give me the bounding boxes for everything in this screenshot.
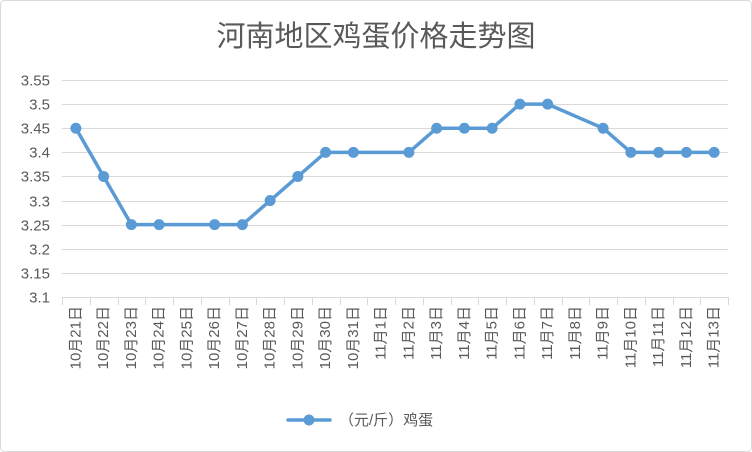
data-point: [403, 146, 415, 158]
gridlines: [62, 80, 728, 298]
legend: （元/斤）鸡蛋: [286, 412, 433, 429]
y-tick-label: 3.45: [21, 121, 50, 138]
x-tick-label: 11月5日: [484, 306, 501, 360]
x-tick-label: 11月8日: [567, 306, 584, 360]
y-tick-label: 3.55: [21, 73, 50, 90]
x-tick-label: 10月30日: [317, 306, 334, 369]
x-tick-label: 11月12日: [678, 306, 695, 368]
x-tick-label: 10月25日: [178, 306, 195, 369]
data-point: [597, 122, 609, 134]
x-tick-label: 10月24日: [151, 306, 168, 369]
data-point: [625, 146, 637, 158]
data-point: [320, 146, 332, 158]
x-tick-label: 10月29日: [289, 306, 306, 369]
data-point: [542, 98, 554, 110]
y-tick-label: 3.3: [29, 194, 50, 211]
data-point: [98, 170, 110, 182]
series-egg-price: [70, 98, 720, 231]
y-tick-label: 3.25: [21, 218, 50, 235]
x-tick-label: 10月23日: [123, 306, 140, 369]
x-tick-label: 11月9日: [595, 306, 612, 360]
x-axis-ticks: [62, 297, 729, 305]
x-tick-label: 11月10日: [622, 306, 639, 368]
data-point: [292, 170, 304, 182]
data-point: [153, 219, 165, 231]
x-tick-label: 11月1日: [373, 306, 390, 360]
x-tick-label: 11月6日: [511, 306, 528, 360]
data-point: [209, 219, 221, 231]
x-tick-label: 11月2日: [400, 306, 417, 360]
data-point: [458, 122, 470, 134]
x-axis-labels: 10月21日 10月22日 10月23日 10月24日 10月25日 10月26日 10月2…: [67, 306, 722, 369]
y-tick-label: 3.4: [29, 145, 50, 162]
x-tick-label: 10月28日: [262, 306, 279, 369]
data-point: [486, 122, 498, 134]
data-point: [514, 98, 526, 110]
x-tick-label: 10月27日: [234, 306, 251, 369]
y-tick-label: 3.5: [29, 97, 50, 114]
data-point: [653, 146, 665, 158]
x-tick-label: 11月11日: [650, 306, 667, 367]
x-tick-label: 11月4日: [456, 306, 473, 360]
data-point: [347, 146, 359, 158]
chart-title: 河南地区鸡蛋价格走势图: [216, 20, 535, 53]
y-tick-label: 3.15: [21, 266, 50, 283]
x-tick-label: 11月3日: [428, 306, 445, 360]
legend-marker-swatch: [303, 414, 315, 426]
y-tick-label: 3.1: [29, 290, 50, 307]
data-point: [70, 122, 82, 134]
y-axis-labels: 3.1 3.15 3.2 3.25 3.3 3.35 3.4 3.45 3.5 3.55: [21, 73, 50, 307]
x-tick-label: 10月21日: [67, 306, 84, 369]
legend-label: （元/斤）鸡蛋: [339, 412, 433, 429]
x-tick-label: 10月22日: [95, 306, 112, 369]
data-point: [680, 146, 692, 158]
data-point: [431, 122, 443, 134]
y-tick-label: 3.2: [29, 242, 50, 259]
data-point: [264, 195, 276, 207]
data-point: [125, 219, 137, 231]
data-point: [236, 219, 248, 231]
data-point: [708, 146, 720, 158]
x-tick-label: 11月13日: [706, 306, 723, 368]
x-tick-label: 10月31日: [345, 306, 362, 369]
x-tick-label: 10月26日: [206, 306, 223, 369]
y-tick-label: 3.35: [21, 169, 50, 186]
x-tick-label: 11月7日: [539, 306, 556, 360]
